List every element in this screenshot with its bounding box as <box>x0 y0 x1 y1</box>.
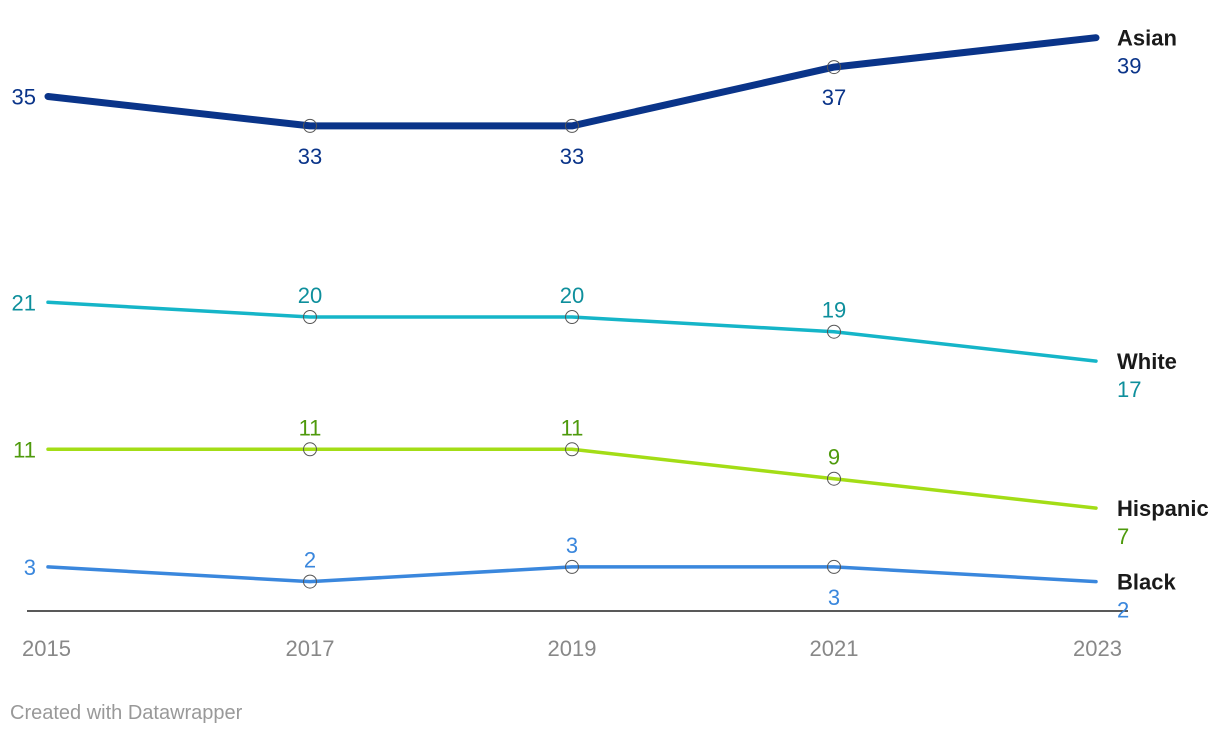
value-label-black-2023: 2 <box>1117 598 1129 623</box>
series-name-asian: Asian <box>1117 26 1177 51</box>
series-line-white <box>46 300 1098 363</box>
series-line-hispanic <box>46 447 1098 510</box>
value-label-black-2019: 3 <box>566 533 578 558</box>
x-tick-label-2021: 2021 <box>810 636 859 661</box>
point-marker-asian-2017 <box>303 118 317 133</box>
point-marker-asian-2019 <box>565 118 579 133</box>
x-tick-label-2023: 2023 <box>1073 636 1122 661</box>
point-marker-hispanic-2017 <box>303 442 317 457</box>
value-label-white-2015: 21 <box>12 290 36 315</box>
value-label-black-2015: 3 <box>24 555 36 580</box>
value-label-asian-2019: 33 <box>560 144 584 169</box>
value-label-black-2021: 3 <box>828 585 840 610</box>
value-label-white-2017: 20 <box>298 283 322 308</box>
point-marker-white-2019 <box>565 310 579 324</box>
series-name-white: White <box>1117 349 1177 374</box>
value-label-hispanic-2019: 11 <box>561 415 584 440</box>
value-label-black-2017: 2 <box>304 548 316 573</box>
point-marker-black-2017 <box>303 574 317 589</box>
value-label-hispanic-2021: 9 <box>828 445 840 470</box>
x-tick-label-2015: 2015 <box>22 636 71 661</box>
point-marker-hispanic-2019 <box>565 442 579 457</box>
value-label-asian-2017: 33 <box>298 144 322 169</box>
point-marker-white-2017 <box>303 310 317 324</box>
series-line-asian <box>44 34 1100 130</box>
series-name-hispanic: Hispanic <box>1117 496 1209 521</box>
value-label-white-2021: 19 <box>822 298 846 323</box>
point-marker-hispanic-2021 <box>827 471 841 486</box>
x-tick-label-2019: 2019 <box>548 636 597 661</box>
point-marker-black-2021 <box>827 559 841 574</box>
point-marker-asian-2021 <box>827 60 841 75</box>
value-label-asian-2023: 39 <box>1117 54 1141 79</box>
footer-credit: Created with Datawrapper <box>10 702 243 724</box>
value-label-white-2023: 17 <box>1117 377 1141 402</box>
value-label-asian-2021: 37 <box>822 85 846 110</box>
value-label-asian-2015: 35 <box>12 85 36 110</box>
series-name-black: Black <box>1117 570 1176 595</box>
value-label-hispanic-2023: 7 <box>1117 524 1129 549</box>
point-marker-white-2021 <box>827 324 841 339</box>
value-label-white-2019: 20 <box>560 283 584 308</box>
point-marker-black-2019 <box>565 559 579 574</box>
value-label-hispanic-2015: 11 <box>13 437 36 462</box>
series-line-black <box>46 565 1098 584</box>
x-tick-label-2017: 2017 <box>286 636 335 661</box>
value-label-hispanic-2017: 11 <box>299 415 322 440</box>
